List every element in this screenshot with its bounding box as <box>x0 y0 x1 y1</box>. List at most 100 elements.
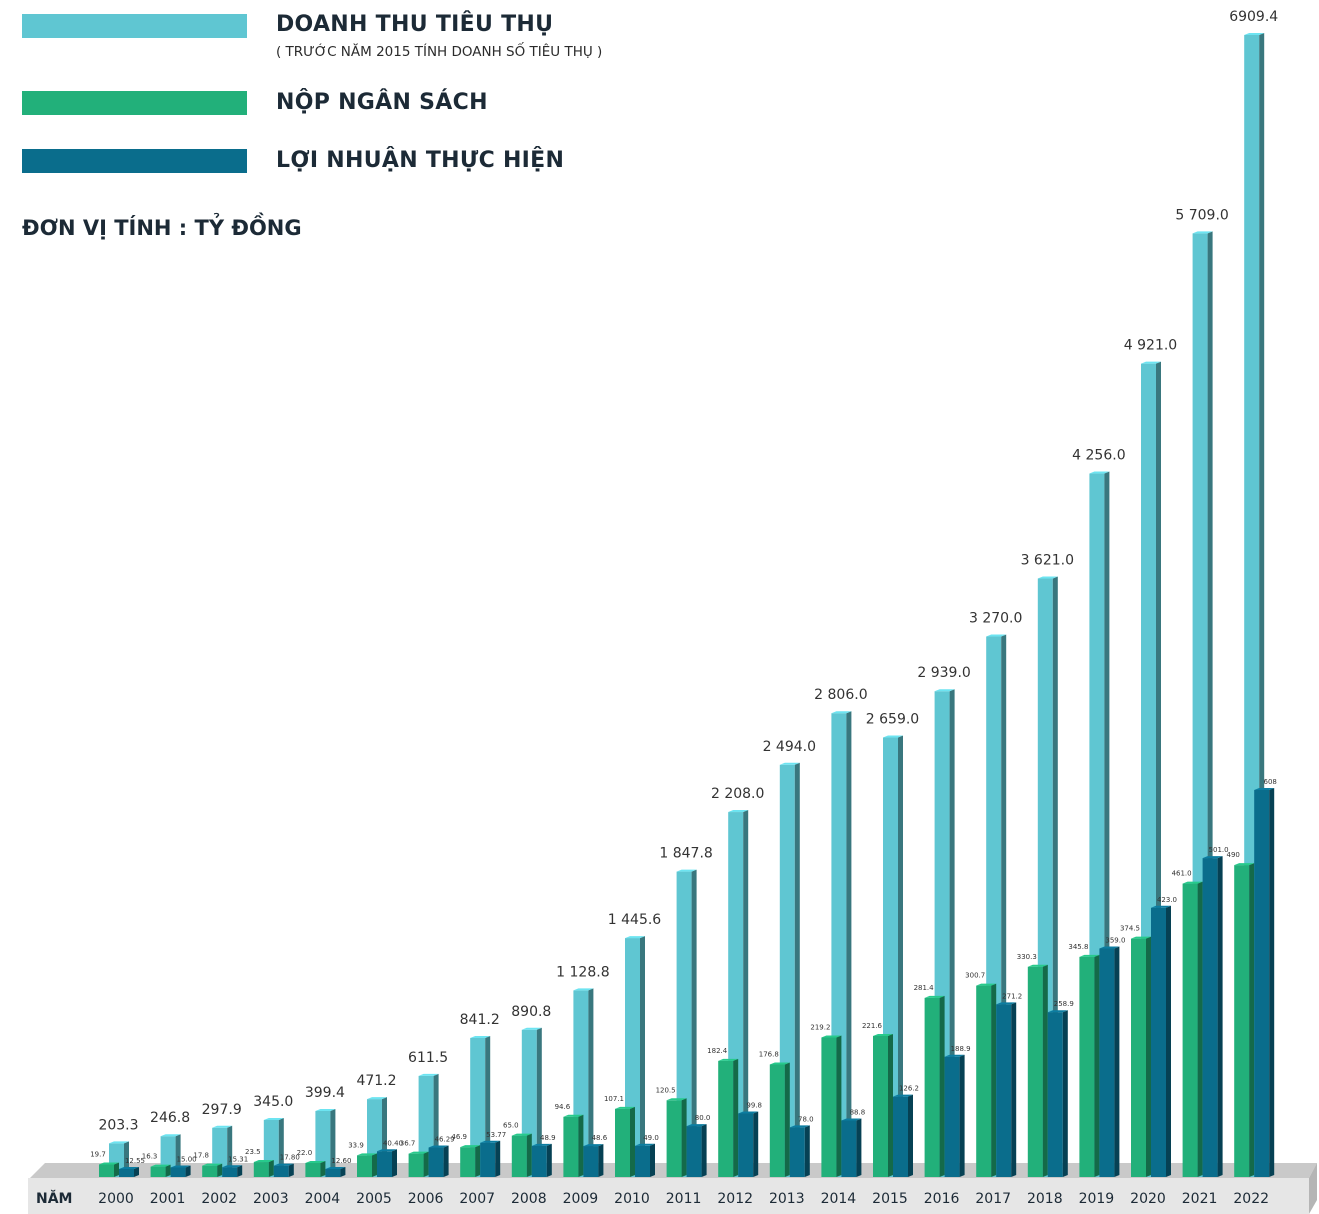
budget-bar-2007-front <box>460 1147 476 1177</box>
profit-bar-2015-side <box>908 1094 913 1177</box>
profit-bar-2010-side <box>650 1143 655 1177</box>
profit-bar-2008-top <box>531 1143 552 1146</box>
profit-bar-2022-front <box>1254 790 1270 1177</box>
revenue-bar-2002-top <box>212 1125 233 1128</box>
revenue-value-label-2000: 203.3 <box>98 1117 138 1133</box>
profit-bar-2006-front <box>428 1147 444 1177</box>
budget-bar-2005-top <box>357 1153 377 1156</box>
profit-bar-2019-top <box>1099 946 1120 949</box>
profit-value-label-2003: 17.80 <box>280 1154 300 1162</box>
profit-bar-2020-top <box>1151 905 1171 908</box>
legend-swatch-revenue <box>22 14 247 38</box>
x-tick-label-2022: 2022 <box>1233 1191 1269 1207</box>
budget-bar-2007 <box>460 1145 481 1177</box>
budget-value-label-2016: 281.4 <box>914 984 935 992</box>
revenue-bar-2011-side <box>691 869 697 1177</box>
budget-bar-2014-side <box>836 1035 842 1177</box>
revenue-bar-2013-side <box>794 762 800 1177</box>
x-tick-label-2016: 2016 <box>924 1191 960 1207</box>
revenue-bar-2011-top <box>676 869 697 872</box>
labels-layer: 203.3 19.7 12.55 246.8 16.3 15.00 297.9 17.8 15.… <box>90 9 1278 1165</box>
revenue-bar-2005-top <box>367 1097 387 1100</box>
x-tick-label-2018: 2018 <box>1027 1191 1063 1207</box>
budget-bar-2018-side <box>1042 964 1048 1177</box>
budget-bar-2015-front <box>873 1035 888 1177</box>
revenue-bar-2008-side <box>536 1027 542 1177</box>
budget-bar-2007-top <box>460 1145 481 1148</box>
budget-bar-2002-front <box>202 1165 218 1177</box>
revenue-bar-2001-top <box>160 1134 181 1137</box>
profit-bar-2016-top <box>944 1054 965 1057</box>
profit-bar-2006-top <box>428 1145 449 1148</box>
revenue-bar-2008-top <box>521 1027 542 1030</box>
x-tick-label-2001: 2001 <box>150 1191 186 1207</box>
profit-bar-2004-side <box>340 1166 346 1177</box>
profit-bar-2014-side <box>856 1118 862 1177</box>
profit-bar-2005-top <box>377 1149 397 1152</box>
profit-value-label-2007: 53.77 <box>486 1131 506 1139</box>
budget-value-label-2013: 176.8 <box>759 1050 779 1058</box>
profit-bar-2003 <box>273 1163 294 1177</box>
profit-bar-2001-front <box>170 1167 186 1177</box>
budget-bar-2017 <box>976 983 997 1177</box>
profit-bar-2021-front <box>1202 858 1218 1177</box>
budget-value-label-2022: 490 <box>1227 851 1240 859</box>
budget-value-label-2000: 19.7 <box>90 1150 106 1158</box>
revenue-bar-2014-side <box>846 711 852 1177</box>
budget-bar-2013-top <box>769 1062 790 1065</box>
budget-bar-2013-side <box>784 1062 790 1177</box>
budget-bar-2015-side <box>888 1033 893 1177</box>
budget-bar-2000-side <box>114 1162 119 1177</box>
budget-bar-2011 <box>666 1098 687 1177</box>
budget-bar-2012-side <box>733 1058 739 1177</box>
budget-bar-2006-front <box>408 1153 424 1177</box>
budget-bar-2000 <box>99 1162 119 1177</box>
profit-bar-2010-front <box>635 1145 650 1177</box>
profit-bar-2014 <box>841 1118 862 1177</box>
profit-value-label-2019: 359.0 <box>1105 936 1125 944</box>
profit-bar-2021-side <box>1217 856 1223 1177</box>
revenue-bar-2015-top <box>883 735 903 738</box>
profit-bar-2001-top <box>170 1165 191 1168</box>
x-tick-label-2021: 2021 <box>1182 1191 1218 1207</box>
budget-bar-2010-side <box>630 1106 635 1177</box>
x-tick-label-2014: 2014 <box>821 1191 857 1207</box>
profit-bar-2005-front <box>377 1151 392 1177</box>
revenue-value-label-2017: 3 270.0 <box>969 611 1022 627</box>
profit-value-label-2005: 40.40 <box>383 1139 403 1147</box>
budget-bar-2021 <box>1182 881 1203 1177</box>
profit-bar-2013-top <box>789 1125 810 1128</box>
budget-bar-2021-side <box>1197 881 1203 1177</box>
revenue-value-label-2022: 6909.4 <box>1229 9 1278 25</box>
budget-bar-2001-side <box>165 1164 171 1177</box>
profit-bar-2009-top <box>583 1144 604 1147</box>
x-tick-label-2005: 2005 <box>356 1191 392 1207</box>
profit-bar-2018-side <box>1062 1010 1068 1177</box>
revenue-value-label-2008: 890.8 <box>511 1004 551 1020</box>
budget-value-label-2018: 330.3 <box>1017 953 1037 961</box>
budget-bar-2019-front <box>1079 956 1095 1177</box>
profit-bar-2006-side <box>443 1145 449 1177</box>
profit-bar-2019-front <box>1099 948 1115 1177</box>
revenue-bar-2012 <box>728 810 749 1177</box>
budget-bar-2010-front <box>615 1108 630 1177</box>
budget-bar-2012-front <box>718 1060 734 1177</box>
revenue-bar-2019-top <box>1089 471 1110 474</box>
budget-bar-2010-top <box>615 1106 635 1109</box>
revenue-bar-2003-side <box>278 1117 284 1177</box>
budget-bar-2002-side <box>217 1163 223 1177</box>
budget-bar-2014-front <box>821 1037 837 1177</box>
revenue-value-label-2010: 1 445.6 <box>608 912 662 928</box>
budget-value-label-2007: 46.9 <box>451 1133 467 1141</box>
budget-bar-2009 <box>563 1114 584 1177</box>
budget-bar-2020-top <box>1131 936 1151 939</box>
x-tick-label-2002: 2002 <box>201 1191 237 1207</box>
budget-bar-2008-top <box>511 1133 532 1136</box>
profit-bar-2011 <box>686 1124 707 1177</box>
profit-value-label-2012: 99.8 <box>746 1101 762 1109</box>
x-ticks-layer: 2000 2001 2002 2003 2004 2005 2006 2007 2008 2009… <box>98 1191 1269 1207</box>
profit-bar-2002-top <box>222 1165 243 1168</box>
profit-bar-2009-front <box>583 1146 599 1177</box>
budget-value-label-2001: 16.3 <box>142 1153 158 1161</box>
budget-bar-2003 <box>253 1160 274 1177</box>
